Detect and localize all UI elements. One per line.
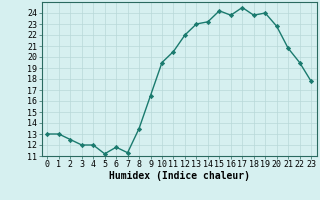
X-axis label: Humidex (Indice chaleur): Humidex (Indice chaleur): [109, 171, 250, 181]
